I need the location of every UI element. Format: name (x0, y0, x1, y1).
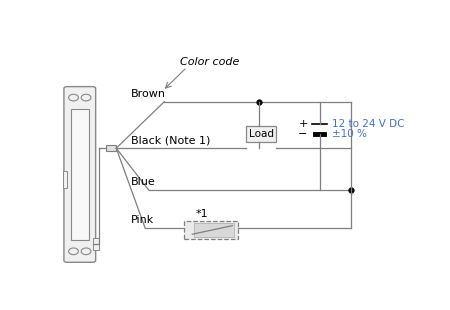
Text: 12 to 24 V DC: 12 to 24 V DC (333, 119, 405, 129)
Text: Load: Load (249, 129, 274, 139)
Text: Black (Note 1): Black (Note 1) (131, 135, 211, 145)
Text: *1: *1 (196, 209, 208, 219)
Text: Brown: Brown (131, 89, 166, 99)
Text: −: − (298, 129, 308, 139)
Text: Blue: Blue (131, 177, 156, 187)
Bar (246, 126, 276, 142)
FancyBboxPatch shape (64, 86, 96, 262)
Text: ±10 %: ±10 % (333, 129, 367, 139)
Text: Color code: Color code (180, 57, 239, 67)
Bar (71, 109, 89, 240)
Bar (184, 221, 238, 239)
Bar (106, 145, 116, 151)
Bar (194, 223, 234, 237)
Text: Pink: Pink (131, 215, 154, 225)
Text: +: + (298, 119, 308, 129)
Bar (93, 238, 99, 250)
Bar (63, 171, 67, 188)
